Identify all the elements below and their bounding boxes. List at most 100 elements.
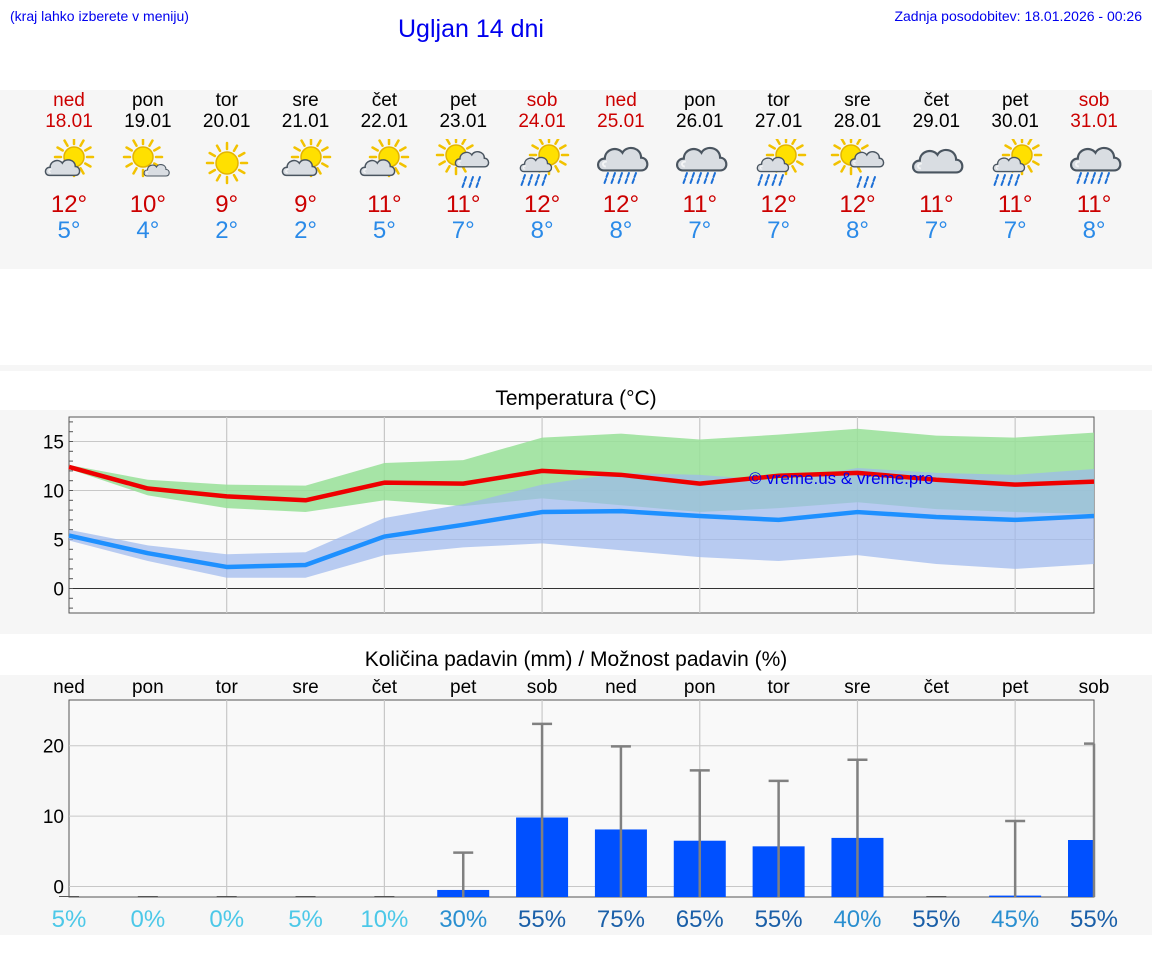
forecast-day: pet 30.01 11° 7° [976, 90, 1055, 244]
precipitation-bar [137, 896, 158, 897]
max-temperature-line [68, 464, 1095, 503]
day-name: pet [1001, 90, 1029, 111]
y-tick-label: 0 [53, 877, 64, 898]
precipitation-bar [59, 896, 79, 897]
precipitation-probability: 5% [52, 906, 87, 933]
forecast-day: ned 25.01 12° 8° [581, 90, 660, 244]
sun-rain-cloud-icon [830, 139, 884, 188]
day-name: pon [131, 90, 164, 111]
temperature-max: 9° [294, 191, 318, 218]
category-label: tor [216, 677, 239, 698]
precipitation-chart: ned pon tor sre čet pet sob ned pon tor sre čet pet s… [43, 677, 1118, 933]
temperature-min: 2° [294, 217, 318, 244]
day-name: čet [371, 90, 398, 111]
rain-cloud-icon [675, 146, 728, 184]
day-name: tor [215, 90, 238, 111]
category-label: sob [1079, 677, 1110, 698]
day-date: 24.01 [518, 111, 566, 132]
precipitation-panel: ned pon tor sre čet pet sob ned pon tor sre čet pet s… [0, 675, 1152, 935]
temperature-chart: 0 5 10 15 © vreme.us & vreme.pro [43, 416, 1095, 614]
temperature-min: 7° [924, 217, 948, 244]
day-name: pet [450, 90, 477, 111]
temperature-min: 8° [530, 217, 554, 244]
temperature-max: 12° [50, 191, 88, 218]
temperature-min: 7° [1003, 217, 1027, 244]
temperature-max: 11° [919, 191, 954, 218]
precipitation-probability: 55% [1070, 906, 1118, 933]
precipitation-bar [216, 896, 237, 897]
forecast-day: pet 23.01 11° 7° [424, 90, 503, 244]
precipitation-chart-title: Količina padavin (mm) / Možnost padavin … [364, 648, 788, 671]
day-date: 28.01 [833, 111, 882, 132]
location-hint: (kraj lahko izberete v meniju) [10, 8, 189, 24]
precipitation-probability: 10% [360, 906, 408, 933]
category-label: sre [292, 677, 318, 698]
day-date: 18.01 [45, 111, 93, 132]
category-label: čet [372, 677, 398, 698]
forecast-day: čet 22.01 11° 5° [345, 90, 424, 244]
category-label: ned [53, 677, 85, 698]
y-tick-label: 0 [53, 580, 64, 601]
rain-cloud-icon [596, 146, 649, 184]
category-label: sre [844, 677, 870, 698]
forecast-day: tor 20.01 9° 2° [187, 90, 266, 244]
day-name: čet [923, 90, 950, 111]
forecast-day: sob 31.01 11° 8° [1055, 90, 1134, 244]
day-name: tor [767, 90, 790, 111]
precipitation-probability: 55% [755, 906, 803, 933]
temperature-min: 8° [846, 217, 869, 244]
daily-forecast-strip: ned 18.01 12° 5° pon 19.01 10° 4° tor 20.01 9° 2°… [0, 90, 1152, 269]
precipitation-probability: 40% [833, 906, 881, 933]
category-label: tor [768, 677, 791, 698]
y-tick-label: 5 [53, 531, 64, 552]
temperature-panel: 0 5 10 15 © vreme.us & vreme.pro [0, 410, 1152, 634]
temperature-min: 4° [136, 217, 160, 244]
temperature-max: 12° [760, 191, 797, 218]
y-tick-label: 15 [43, 433, 64, 454]
category-label: pon [132, 677, 164, 698]
day-date: 21.01 [281, 111, 330, 132]
day-date: 20.01 [202, 111, 251, 132]
precipitation-probability: 45% [991, 906, 1039, 933]
temperature-max: 9° [215, 191, 239, 218]
day-date: 25.01 [597, 111, 645, 132]
day-name: ned [53, 90, 85, 111]
sun-cloud-icon [281, 139, 331, 178]
precipitation-bar [926, 896, 947, 897]
sun-cloud-rain-icon [519, 139, 570, 186]
temperature-max: 11° [682, 191, 718, 218]
forecast-day: sob 24.01 12° 8° [503, 90, 582, 244]
forecast-day: ned 18.01 12° 5° [30, 90, 109, 244]
precipitation-probability: 55% [912, 906, 960, 933]
forecast-day: čet 29.01 11° 7° [897, 90, 976, 244]
day-date: 23.01 [439, 111, 488, 132]
watermark: © vreme.us & vreme.pro [749, 469, 933, 488]
temperature-max: 12° [523, 191, 561, 218]
day-date: 19.01 [124, 111, 172, 132]
temperature-max: 10° [129, 191, 166, 218]
temperature-min: 8° [609, 217, 633, 244]
last-update: Zadnja posodobitev: 18.01.2026 - 00:26 [894, 8, 1142, 24]
cloud-icon [912, 148, 964, 174]
day-name: ned [605, 90, 637, 111]
day-date: 27.01 [754, 111, 803, 132]
precipitation-bar [374, 896, 395, 897]
temperature-max: 11° [1076, 191, 1112, 218]
day-date: 22.01 [360, 111, 409, 132]
rain-cloud-icon [1070, 146, 1122, 184]
temperature-min: 5° [57, 217, 81, 244]
day-date: 30.01 [991, 111, 1039, 132]
y-tick-label: 10 [43, 482, 64, 503]
temperature-max: 12° [602, 191, 640, 218]
category-label: pon [684, 677, 716, 698]
category-label: pet [450, 677, 477, 698]
day-name: sob [526, 90, 558, 111]
temperature-max: 11° [367, 191, 402, 218]
temperature-max: 12° [839, 191, 876, 218]
y-tick-label: 10 [43, 807, 64, 828]
day-name: sob [1078, 90, 1110, 111]
forecast-day: sre 21.01 9° 2° [266, 90, 345, 244]
page-title: Ugljan 14 dni [398, 15, 544, 43]
precipitation-probability: 5% [288, 906, 323, 933]
day-name: pon [683, 90, 716, 111]
